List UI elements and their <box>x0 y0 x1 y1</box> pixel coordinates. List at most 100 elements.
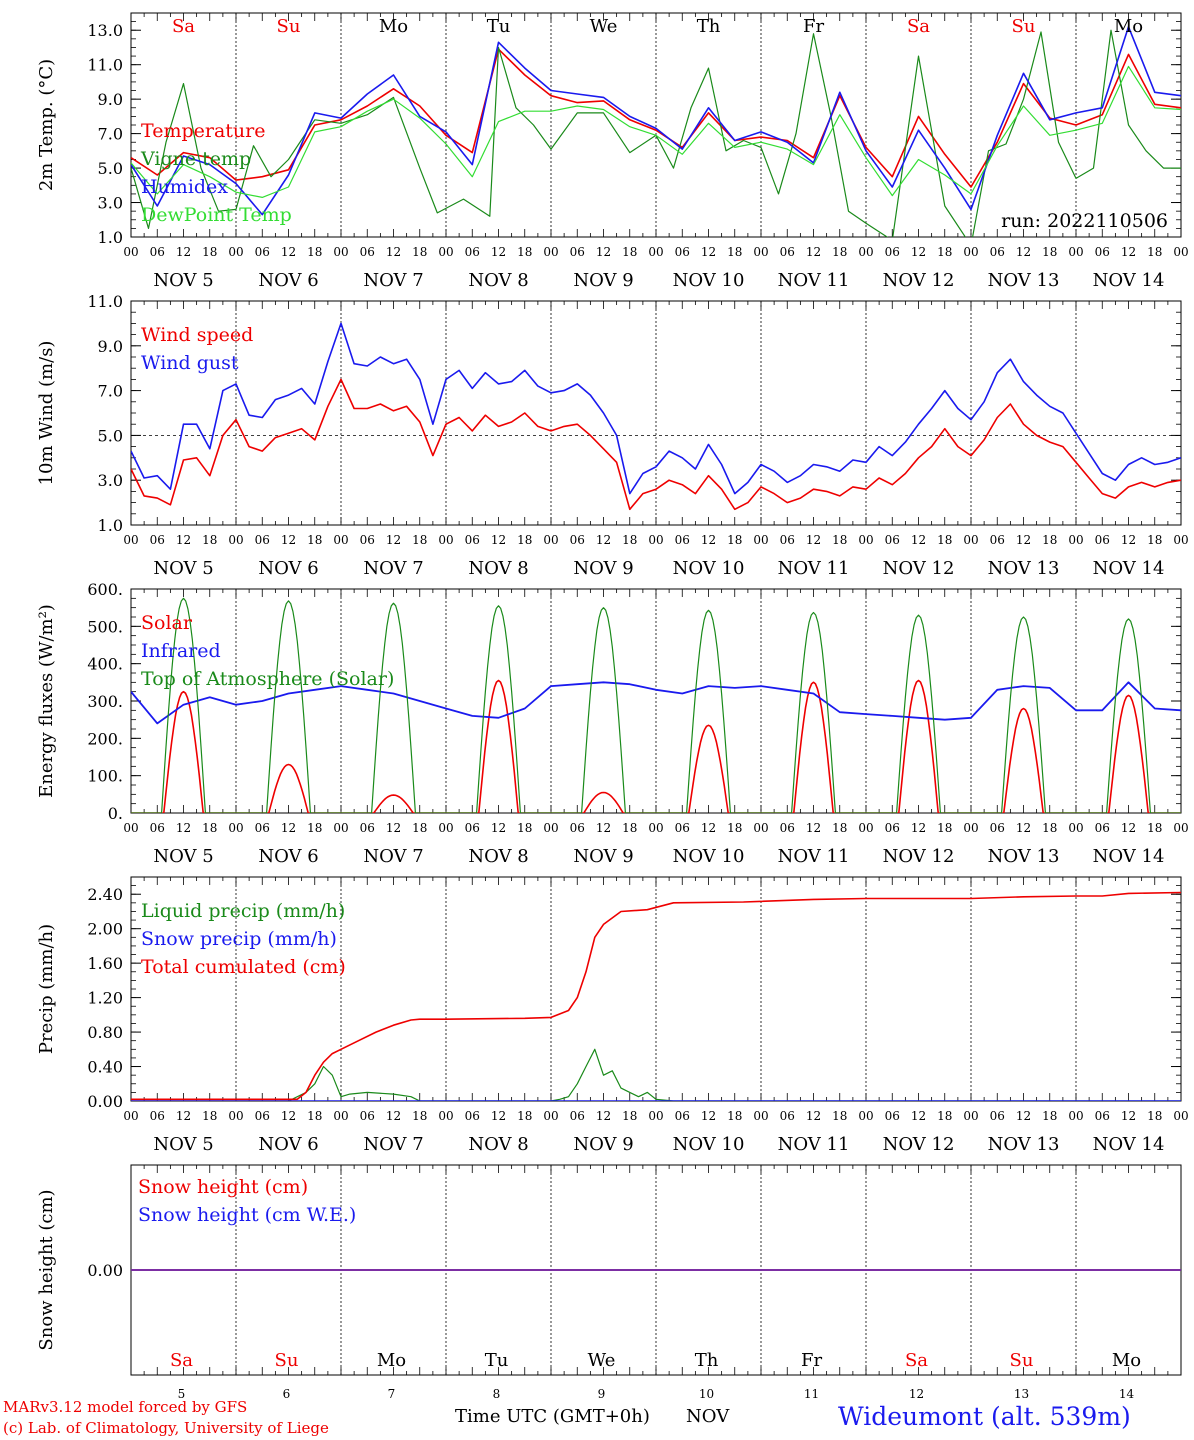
hour-label: 18 <box>1042 821 1057 835</box>
day-number-label: 8 <box>493 1387 501 1401</box>
hour-label: 06 <box>465 821 480 835</box>
hour-label: 18 <box>937 533 952 547</box>
hour-label: 12 <box>596 1109 611 1123</box>
y-tick-label: 5.0 <box>98 159 123 178</box>
hour-label: 12 <box>806 245 821 259</box>
weekday-label-bottom: Sa <box>905 1350 928 1371</box>
hour-label: 00 <box>1173 245 1188 259</box>
hour-label: 00 <box>1068 245 1083 259</box>
legend-entry: Temperature <box>141 120 265 142</box>
day-number-label: 13 <box>1014 1387 1029 1401</box>
hour-label: 06 <box>255 1109 270 1123</box>
hour-label: 12 <box>1016 533 1031 547</box>
date-label: NOV 13 <box>988 270 1060 291</box>
hour-label: 12 <box>281 245 296 259</box>
hour-label: 18 <box>937 245 952 259</box>
hour-label: 00 <box>648 533 663 547</box>
hour-label: 00 <box>333 821 348 835</box>
y-tick-label: 7.0 <box>98 125 123 144</box>
hour-label: 18 <box>622 1109 637 1123</box>
y-tick-label: 0. <box>108 804 123 823</box>
hour-label: 00 <box>123 821 138 835</box>
hour-label: 06 <box>465 1109 480 1123</box>
date-label: NOV 6 <box>258 846 318 867</box>
hour-label: 18 <box>937 1109 952 1123</box>
hour-label: 06 <box>780 245 795 259</box>
weekday-label-top: Su <box>277 16 301 37</box>
weekday-label-top: Sa <box>907 16 930 37</box>
hour-label: 18 <box>517 821 532 835</box>
date-label: NOV 12 <box>883 270 955 291</box>
hour-label: 12 <box>491 245 506 259</box>
hour-label: 12 <box>176 533 191 547</box>
hour-label: 12 <box>386 1109 401 1123</box>
hour-label: 06 <box>885 821 900 835</box>
hour-label: 06 <box>1095 821 1110 835</box>
date-label: NOV 5 <box>153 558 213 579</box>
hour-label: 00 <box>858 821 873 835</box>
hour-label: 18 <box>1147 245 1162 259</box>
legend-entry: Vigne temp <box>140 148 251 170</box>
date-label: NOV 12 <box>883 558 955 579</box>
hour-label: 18 <box>832 821 847 835</box>
legend-entry: Solar <box>141 612 193 634</box>
hour-label: 06 <box>150 821 165 835</box>
x-axis-title: Time UTC (GMT+0h) <box>455 1406 650 1427</box>
y-tick-label: 100. <box>87 767 123 786</box>
y-tick-label: 13.0 <box>87 21 123 40</box>
date-label: NOV 12 <box>883 846 955 867</box>
hour-label: 00 <box>753 821 768 835</box>
hour-label: 12 <box>701 245 716 259</box>
date-label: NOV 8 <box>468 846 528 867</box>
date-label: NOV 7 <box>363 846 423 867</box>
day-number-label: 11 <box>804 1387 819 1401</box>
hour-label: 06 <box>150 533 165 547</box>
y-tick-label: 7.0 <box>98 382 123 401</box>
hour-label: 18 <box>727 533 742 547</box>
hour-label: 00 <box>543 1109 558 1123</box>
legend-entry: Infrared <box>141 640 221 662</box>
date-label: NOV 11 <box>778 846 850 867</box>
day-number-label: 6 <box>283 1387 291 1401</box>
y-axis-label: Snow height (cm) <box>36 1189 57 1350</box>
y-tick-label: 400. <box>87 655 123 674</box>
y-axis-label: Energy fluxes (W/m²) <box>36 604 57 798</box>
hour-label: 18 <box>622 245 637 259</box>
hour-label: 06 <box>990 245 1005 259</box>
hour-label: 18 <box>1147 1109 1162 1123</box>
hour-label: 06 <box>570 821 585 835</box>
hour-label: 00 <box>438 245 453 259</box>
hour-label: 12 <box>911 1109 926 1123</box>
hour-label: 18 <box>517 1109 532 1123</box>
hour-label: 12 <box>281 821 296 835</box>
hour-label: 00 <box>753 1109 768 1123</box>
date-label: NOV 8 <box>468 270 528 291</box>
hour-label: 06 <box>255 245 270 259</box>
hour-label: 06 <box>675 1109 690 1123</box>
hour-label: 00 <box>333 533 348 547</box>
y-tick-label: 9.0 <box>98 90 123 109</box>
hour-label: 00 <box>648 821 663 835</box>
y-tick-label: 3.0 <box>98 194 123 213</box>
y-axis-label: 2m Temp. (°C) <box>36 59 57 191</box>
hour-label: 06 <box>780 821 795 835</box>
hour-label: 06 <box>465 533 480 547</box>
hour-label: 06 <box>885 1109 900 1123</box>
date-label: NOV 11 <box>778 558 850 579</box>
y-tick-label: 0.00 <box>87 1092 123 1111</box>
hour-label: 06 <box>570 1109 585 1123</box>
panel-3: 0. 100. 200. 300. 400. 500. 600. Energy fluxes … <box>36 580 1189 867</box>
y-axis-label: Precip (mm/h) <box>36 924 57 1054</box>
legend-entry: Wind speed <box>141 324 253 346</box>
hour-label: 00 <box>438 533 453 547</box>
hour-label: 12 <box>1121 1109 1136 1123</box>
date-label: NOV 5 <box>153 1134 213 1155</box>
hour-label: 18 <box>412 533 427 547</box>
model-credit: MARv3.12 model forced by GFS <box>3 1398 248 1416</box>
hour-label: 12 <box>1121 533 1136 547</box>
hour-label: 18 <box>307 245 322 259</box>
hour-label: 00 <box>648 245 663 259</box>
hour-label: 18 <box>202 245 217 259</box>
weekday-label-top: Tu <box>487 16 511 37</box>
hour-label: 12 <box>1016 1109 1031 1123</box>
